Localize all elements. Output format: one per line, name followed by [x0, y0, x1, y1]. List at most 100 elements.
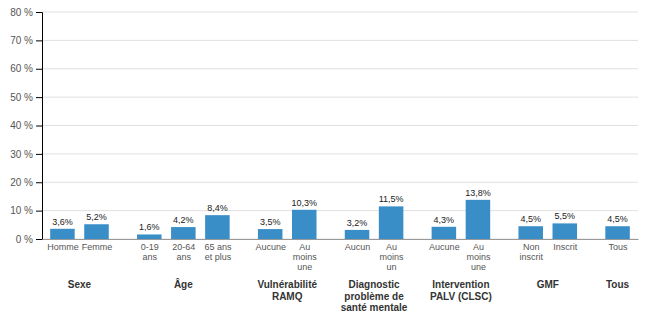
data-label: 4,2% — [173, 215, 194, 225]
group-label: InterventionPALV (CLSC) — [430, 279, 492, 302]
bar — [50, 229, 75, 239]
y-tick: 0 % — [16, 234, 42, 245]
group-label: Diagnosticproblème desanté mentale — [341, 279, 408, 313]
data-label: 5,2% — [86, 212, 107, 222]
x-tick: Aucune — [255, 242, 286, 252]
data-label: 13,8% — [465, 188, 491, 198]
grid-line — [42, 210, 638, 211]
x-tick-label: 65 anset plus — [204, 242, 232, 262]
y-tick: 80 % — [10, 7, 42, 18]
x-tick-label-line: ans — [177, 252, 192, 262]
data-label: 10,3% — [291, 198, 317, 208]
x-tick-label: 20-64ans — [172, 242, 195, 262]
y-tick: 20 % — [10, 177, 42, 188]
x-tick: 20-64ans — [172, 242, 195, 262]
x-tick: Noninscrit — [519, 242, 543, 262]
x-tick-label-line: Aucune — [429, 242, 460, 252]
x-tick-label: Inscrit — [553, 242, 578, 252]
group-label-line: GMF — [537, 279, 559, 290]
data-label: 4,5% — [520, 214, 541, 224]
bar — [171, 227, 196, 239]
x-tick-label: Femme — [82, 242, 113, 252]
x-tick-label-line: un — [387, 262, 397, 272]
x-tick-label-line: moins — [293, 252, 318, 262]
bar — [205, 215, 230, 239]
y-tick-label: 30 % — [10, 149, 33, 160]
x-tick-label: Aumoinsune — [293, 242, 318, 272]
x-tick-label: 0-19ans — [141, 242, 159, 262]
x-tick-label: Aucune — [255, 242, 286, 252]
x-tick: Femme — [82, 242, 113, 252]
x-tick-label-line: Aucun — [345, 242, 371, 252]
x-tick-label: Homme — [47, 242, 79, 252]
x-tick-label: Tous — [609, 242, 629, 252]
y-tick: 40 % — [10, 120, 42, 131]
group-label-line: Âge — [174, 278, 193, 290]
group-label-line: PALV (CLSC) — [430, 291, 492, 302]
group-label: Tous — [606, 279, 630, 290]
x-tick-label-line: moins — [466, 252, 491, 262]
data-labels: 3,6%5,2%1,6%4,2%8,4%3,5%10,3%3,2%11,5%4,… — [52, 188, 628, 233]
x-tick: Aucun — [345, 242, 371, 252]
y-tick: 10 % — [10, 205, 42, 216]
data-label: 11,5% — [379, 194, 404, 204]
x-tick-label-line: Homme — [47, 242, 79, 252]
y-tick-mark — [36, 40, 42, 41]
x-tick: Aumoinsune — [466, 242, 491, 272]
y-tick: 60 % — [10, 63, 42, 74]
x-axis: HommeFemme0-19ans20-64ans65 anset plusAu… — [43, 240, 639, 273]
group-label-line: problème de — [344, 291, 404, 302]
chart: 0 % 10 % 20 % 30 % 40 % 50 % 60 % 70 % 80 % 3,6% 5… — [0, 0, 648, 327]
x-tick-label: Aucune — [429, 242, 460, 252]
bar — [379, 206, 404, 239]
y-tick-label: 70 % — [10, 35, 33, 46]
y-tick-label: 60 % — [10, 63, 33, 74]
x-tick-label-line: Inscrit — [553, 242, 578, 252]
data-label: 3,5% — [260, 217, 281, 227]
group-label-line: santé mentale — [341, 302, 408, 313]
bar — [553, 223, 578, 239]
grid-line — [42, 97, 638, 98]
x-tick-label-line: 20-64 — [172, 242, 195, 252]
bar — [466, 200, 491, 239]
y-axis: 0 % 10 % 20 % 30 % 40 % 50 % 60 % 70 % 80 % — [10, 7, 42, 245]
x-tick-label: Aumoinsune — [466, 242, 491, 272]
grid-line — [42, 182, 638, 183]
group-label: VulnérabilitéRAMQ — [257, 279, 317, 302]
group-labels: SexeÂgeVulnérabilitéRAMQDiagnosticproblè… — [68, 278, 630, 313]
y-tick: 30 % — [10, 149, 42, 160]
data-label: 4,5% — [607, 214, 628, 224]
y-tick: 50 % — [10, 92, 42, 103]
data-label: 1,6% — [139, 222, 160, 232]
grid-line — [42, 125, 638, 126]
bar — [518, 226, 543, 239]
data-label: 5,5% — [555, 211, 576, 221]
grid — [42, 12, 638, 239]
bar — [137, 234, 162, 239]
bar — [258, 229, 283, 239]
y-tick-mark — [36, 182, 42, 183]
y-tick-label: 10 % — [10, 205, 33, 216]
bar — [84, 224, 109, 239]
plot: 0 % 10 % 20 % 30 % 40 % 50 % 60 % 70 % 80 % 3,6% 5… — [10, 7, 638, 313]
data-label: 8,4% — [207, 203, 228, 213]
group-label-line: Diagnostic — [348, 279, 400, 290]
group-label-line: Vulnérabilité — [257, 279, 317, 290]
x-tick-label-line: Au — [386, 242, 397, 252]
grid-line — [42, 40, 638, 41]
y-tick-label: 80 % — [10, 7, 33, 18]
data-label: 3,6% — [52, 217, 73, 227]
x-tick: 0-19ans — [141, 242, 159, 262]
x-tick-label-line: une — [297, 262, 312, 272]
x-tick-label-line: Aucune — [255, 242, 286, 252]
y-tick-label: 50 % — [10, 92, 33, 103]
grid-line — [42, 153, 638, 154]
x-tick: Aucune — [429, 242, 460, 252]
bar — [605, 226, 630, 239]
x-tick-label: Aumoinsun — [380, 242, 405, 272]
bar — [345, 230, 370, 239]
group-label-line: Tous — [606, 279, 630, 290]
x-tick-label-line: ans — [143, 252, 158, 262]
x-tick-label-line: Non — [523, 242, 540, 252]
x-tick: Inscrit — [553, 242, 578, 252]
